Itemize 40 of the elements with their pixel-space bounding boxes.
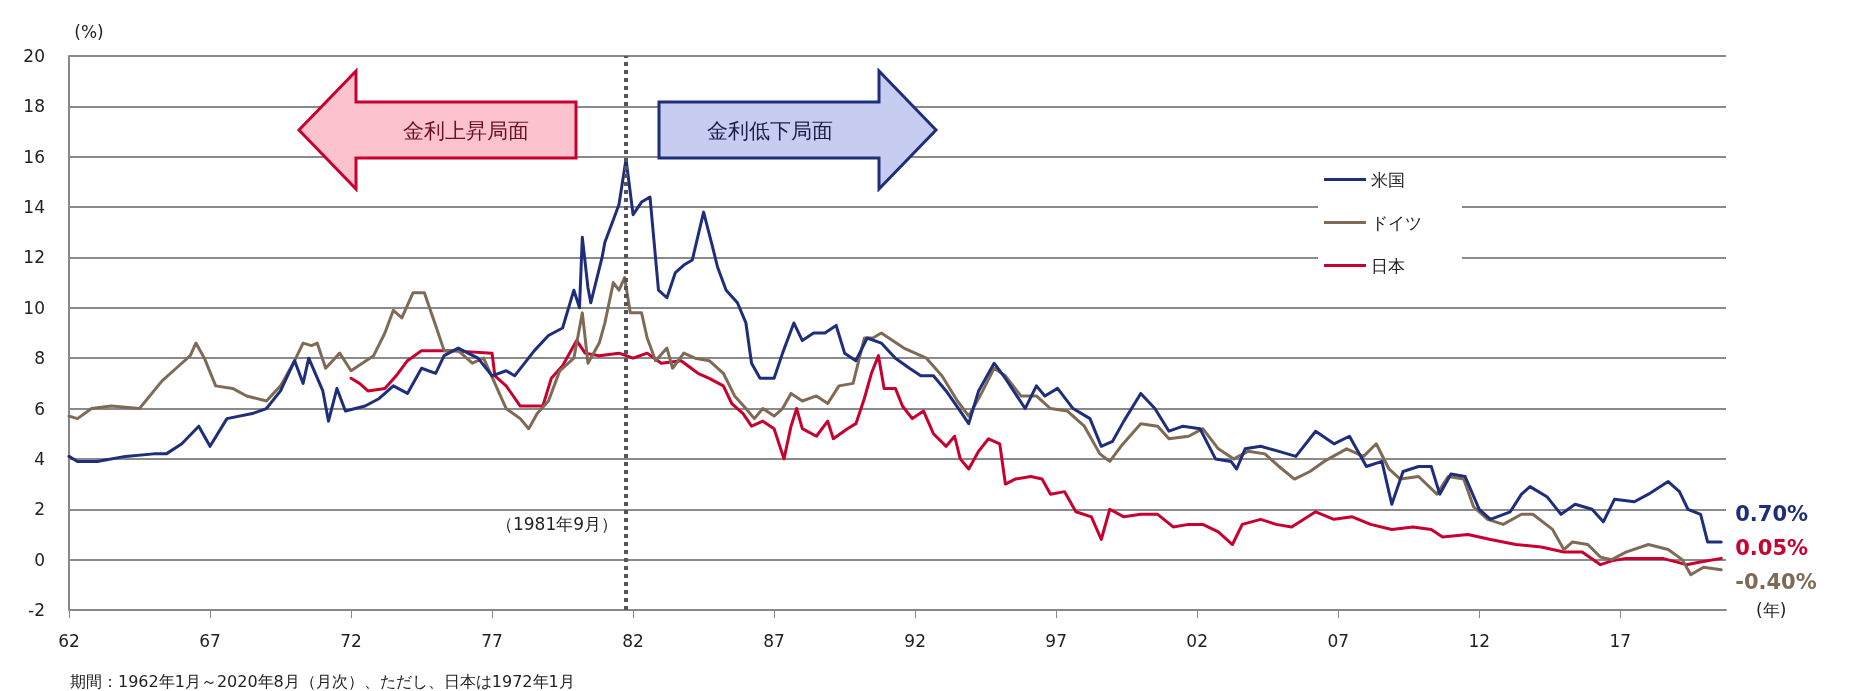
annotation: 金利低下局面 bbox=[707, 119, 833, 143]
y-tick-label: 18 bbox=[23, 96, 45, 117]
left-arrow: 金利上昇局面 bbox=[296, 68, 580, 192]
x-tick-label: 87 bbox=[763, 630, 785, 651]
x-tick-label: 82 bbox=[622, 630, 644, 651]
x-axis-title: (年) bbox=[1756, 600, 1787, 620]
x-tick-label: 97 bbox=[1045, 630, 1067, 651]
right-arrow: 金利低下局面 bbox=[656, 68, 940, 192]
x-tick-label: 07 bbox=[1327, 630, 1350, 651]
y-tick-label: 0 bbox=[34, 549, 45, 570]
data-label: -0.40% bbox=[1735, 569, 1817, 594]
x-tick-label: 62 bbox=[58, 630, 80, 651]
y-tick-label: 14 bbox=[23, 197, 45, 218]
y-tick-label: 10 bbox=[23, 297, 45, 318]
x-tick-label: 02 bbox=[1186, 630, 1208, 651]
ref-line-label: （1981年9月） bbox=[495, 514, 619, 535]
text: 期間：1962年1月～2020年8月（月次）、ただし、日本は1972年1月 bbox=[70, 671, 575, 691]
y-axis-title: (%) bbox=[74, 21, 104, 42]
legend-label: ドイツ bbox=[1371, 212, 1422, 233]
y-tick-label: 2 bbox=[34, 499, 45, 520]
y-tick-label: -2 bbox=[28, 600, 45, 620]
x-tick-label: 12 bbox=[1468, 630, 1491, 651]
legend-label: 米国 bbox=[1371, 169, 1405, 190]
x-tick-label: 77 bbox=[481, 630, 503, 651]
line-series bbox=[67, 276, 1723, 577]
y-tick-label: 16 bbox=[23, 146, 45, 167]
line-series bbox=[349, 339, 1723, 567]
x-tick-label: 17 bbox=[1609, 630, 1632, 651]
x-tick-label: 92 bbox=[904, 630, 926, 651]
annotation: 金利上昇局面 bbox=[403, 119, 529, 143]
data-label: 0.05% bbox=[1735, 536, 1809, 561]
y-tick-label: 8 bbox=[34, 348, 45, 369]
x-tick-label: 72 bbox=[340, 630, 362, 651]
y-tick-label: 20 bbox=[23, 46, 45, 66]
y-tick-label: 12 bbox=[23, 247, 45, 268]
x-tick-label: 67 bbox=[199, 630, 221, 651]
data-label: 0.70% bbox=[1735, 502, 1809, 527]
legend-label: 日本 bbox=[1371, 255, 1405, 276]
y-tick-label: 6 bbox=[34, 398, 45, 419]
y-tick-label: 4 bbox=[34, 448, 45, 469]
